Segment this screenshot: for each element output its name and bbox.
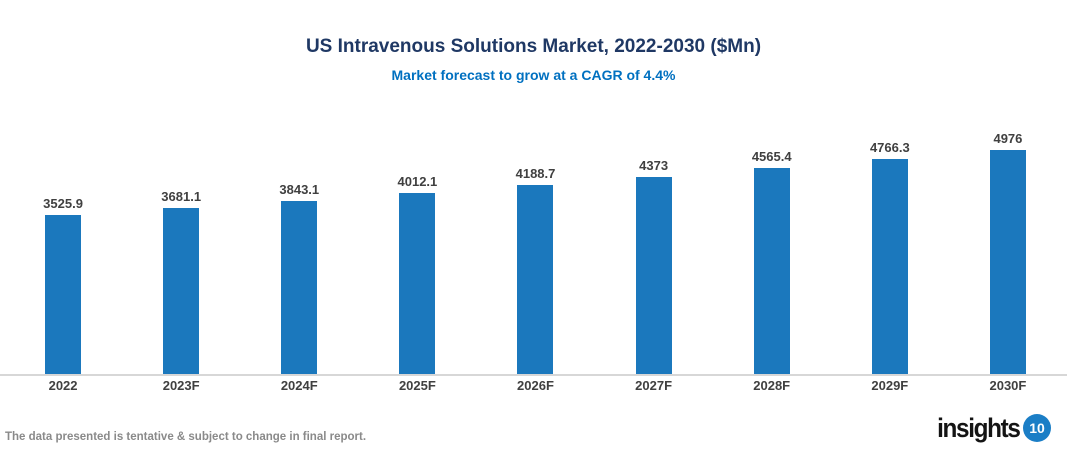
bar-value-label: 3681.1 bbox=[161, 189, 202, 204]
bar bbox=[399, 193, 436, 374]
bar-column: 3525.9 bbox=[4, 196, 122, 374]
bar-value-label: 3525.9 bbox=[43, 196, 83, 211]
insights10-logo: insights 10 bbox=[928, 414, 1051, 442]
bar bbox=[989, 150, 1026, 374]
bar-value-label: 4012.1 bbox=[397, 174, 438, 189]
x-axis-tick-label: 2023F bbox=[162, 378, 200, 393]
bar-value-label: 4766.3 bbox=[869, 140, 910, 155]
x-axis-line bbox=[0, 374, 1067, 376]
footer-note: The data presented is tentative & subjec… bbox=[5, 431, 367, 443]
x-axis-tick-label: 2027F bbox=[635, 378, 673, 393]
x-axis-tick-label: 2022 bbox=[48, 378, 78, 393]
bar-column: 3681.1 bbox=[122, 189, 240, 374]
bar bbox=[753, 168, 790, 374]
bar-value-label: 4565.4 bbox=[751, 149, 792, 164]
x-axis-tick-label: 2028F bbox=[753, 378, 791, 393]
bar-column: 4188.7 bbox=[476, 166, 594, 374]
bar bbox=[281, 201, 318, 374]
x-axis-tick-label: 2030F bbox=[989, 378, 1027, 393]
x-axis-tick-label: 2025F bbox=[398, 378, 436, 393]
bar bbox=[517, 185, 554, 374]
chart-header: US Intravenous Solutions Market, 2022-20… bbox=[0, 36, 1067, 83]
bar-column: 4766.3 bbox=[831, 140, 949, 374]
chart-subtitle: Market forecast to grow at a CAGR of 4.4… bbox=[391, 67, 676, 83]
bar-column: 4373 bbox=[595, 158, 713, 374]
bar-column: 4565.4 bbox=[713, 149, 831, 374]
x-axis-tick-label: 2029F bbox=[871, 378, 909, 393]
bar bbox=[45, 215, 82, 374]
logo-text: insights bbox=[937, 412, 1022, 443]
bar-column: 4012.1 bbox=[358, 174, 476, 374]
bar-value-label: 4188.7 bbox=[515, 166, 556, 181]
bar bbox=[163, 208, 200, 374]
bar-value-label: 4373 bbox=[639, 158, 669, 173]
bar-column: 3843.1 bbox=[240, 182, 358, 374]
chart-title: US Intravenous Solutions Market, 2022-20… bbox=[305, 36, 762, 57]
x-axis-labels: 2022 2023F 2024F 2025F 2026F 2027F 2028F 2029F 2… bbox=[4, 378, 1067, 393]
x-axis-tick-label: 2024F bbox=[280, 378, 318, 393]
bar-value-label: 3843.1 bbox=[279, 182, 320, 197]
bar-column: 4976 bbox=[949, 131, 1067, 374]
x-axis-tick-label: 2026F bbox=[517, 378, 554, 393]
bars-row: 3525.9 3681.1 3843.1 4012.1 4188.7 4373 4565.4… bbox=[4, 114, 1067, 374]
bar bbox=[871, 159, 908, 374]
logo-badge-circle: 10 bbox=[1023, 414, 1051, 442]
bar-value-label: 4976 bbox=[993, 131, 1023, 146]
bar bbox=[635, 177, 672, 374]
